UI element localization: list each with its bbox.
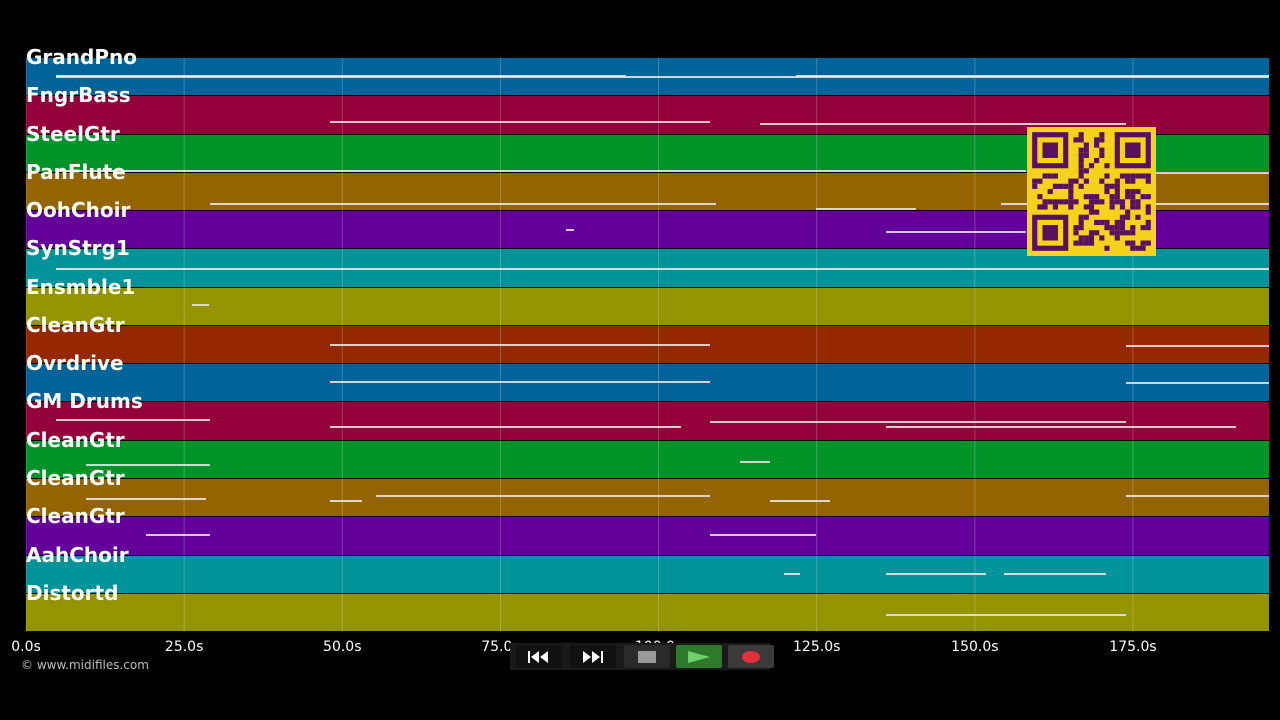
- track-label: PanFlute: [26, 159, 126, 184]
- track-label: CleanGtr: [26, 427, 125, 452]
- rewind-button[interactable]: [516, 645, 562, 668]
- track-label: CleanGtr: [26, 504, 125, 529]
- record-icon: [742, 650, 760, 663]
- track-label: GM Drums: [26, 389, 143, 414]
- track-label: OohChoir: [26, 198, 131, 223]
- track-lane: [26, 555, 1269, 593]
- track-label: AahChoir: [26, 542, 129, 567]
- time-tick-label: 25.0s: [164, 639, 204, 655]
- play-button[interactable]: [676, 645, 722, 668]
- play-icon: [688, 650, 710, 663]
- track-label: Distortd: [26, 580, 119, 605]
- track-label: Ensmble1: [26, 274, 136, 299]
- playback-controls: [510, 643, 774, 670]
- track-label: FngrBass: [26, 83, 131, 108]
- track-label: SteelGtr: [26, 121, 120, 146]
- rewind-icon: [528, 650, 548, 663]
- track-lane: [26, 478, 1269, 517]
- track-lane: [26, 325, 1269, 364]
- track-lane: [26, 287, 1269, 325]
- time-tick-label: 175.0s: [1109, 639, 1157, 655]
- track-lane: [26, 402, 1269, 440]
- track-label: SynStrg1: [26, 236, 130, 261]
- track-label: CleanGtr: [26, 312, 125, 337]
- stop-button[interactable]: [624, 645, 670, 668]
- track-lane: [26, 364, 1269, 402]
- track-lane: [26, 517, 1269, 555]
- stop-icon: [638, 650, 656, 663]
- track-label: CleanGtr: [26, 465, 125, 490]
- time-tick-label: 50.0s: [323, 639, 362, 655]
- record-button[interactable]: [728, 645, 774, 668]
- fast-forward-button[interactable]: [570, 645, 616, 668]
- time-tick-label: 0.0s: [11, 639, 41, 655]
- qr-code: [1027, 127, 1156, 256]
- track-lane: [26, 593, 1269, 632]
- track-lane: [26, 440, 1269, 478]
- fast-forward-icon: [583, 650, 603, 663]
- time-tick-label: 125.0s: [793, 639, 841, 655]
- track-lane: [26, 58, 1269, 96]
- time-tick-label: 150.0s: [951, 639, 999, 655]
- copyright-text: © www.midifiles.com: [21, 658, 149, 672]
- track-label: Ovrdrive: [26, 351, 124, 376]
- track-label: GrandPno: [26, 45, 137, 69]
- qr-code-pattern: [1032, 132, 1151, 251]
